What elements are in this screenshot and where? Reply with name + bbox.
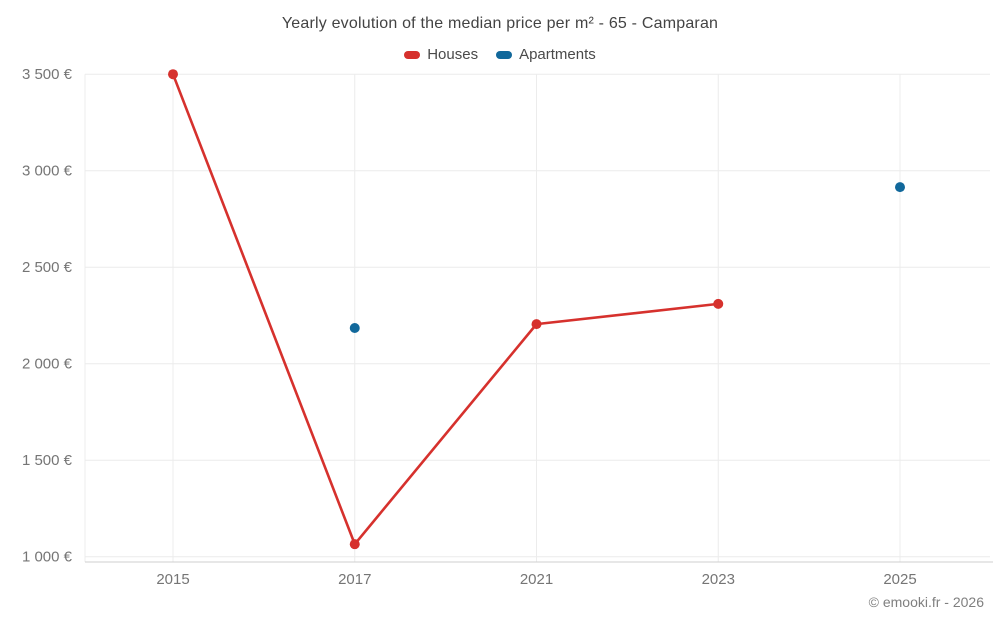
y-axis-tick-label: 2 000 €: [22, 356, 73, 373]
series-line-houses: [171, 72, 720, 546]
data-point-houses-2023[interactable]: [713, 298, 724, 309]
y-axis-tick-label: 3 500 €: [22, 66, 73, 83]
legend-label-apartments: Apartments: [519, 46, 596, 63]
y-axis-tick-label: 1 000 €: [22, 549, 73, 566]
data-point-houses-2021[interactable]: [531, 319, 542, 330]
legend: Houses Apartments: [0, 46, 1000, 63]
chart-title: Yearly evolution of the median price per…: [281, 15, 719, 32]
x-axis-tick-label: 2015: [156, 571, 189, 588]
legend-label-houses: Houses: [427, 46, 479, 63]
x-axis-tick-label: 2021: [520, 571, 553, 588]
legend-item-houses[interactable]: Houses: [404, 46, 478, 63]
data-point-houses-2017[interactable]: [349, 539, 360, 550]
y-axis-tick-label: 2 500 €: [22, 259, 73, 276]
copyright-text: © emooki.fr - 2026: [868, 594, 984, 610]
x-axis-tick-label: 2025: [883, 571, 916, 588]
y-axis-tick-label: 3 000 €: [22, 163, 73, 180]
data-point-apartments-2025[interactable]: [895, 182, 905, 193]
data-point-apartments-2017[interactable]: [349, 322, 360, 333]
data-point-houses-2015[interactable]: [168, 69, 178, 80]
x-axis-tick-label: 2023: [702, 571, 735, 588]
x-axis-tick-label: 2017: [338, 571, 371, 588]
houses-swatch-icon: [404, 50, 421, 59]
apartments-swatch-icon: [496, 50, 513, 59]
legend-item-apartments[interactable]: Apartments: [496, 46, 596, 63]
y-axis-tick-label: 1 500 €: [22, 452, 73, 469]
